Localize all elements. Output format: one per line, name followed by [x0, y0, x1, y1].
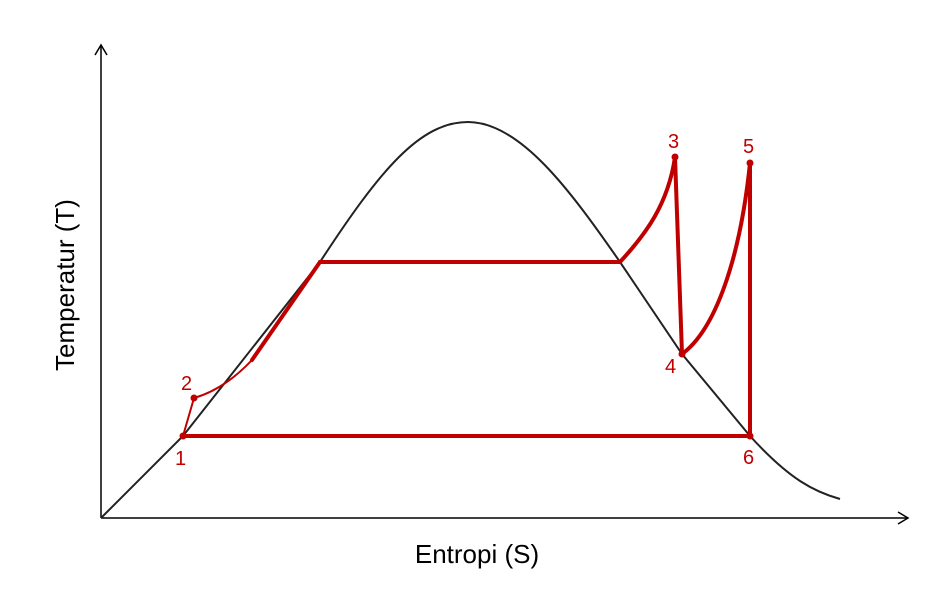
state-points: 1 2 3 4 5 6 — [175, 131, 754, 470]
point-2-label: 2 — [181, 373, 192, 395]
point-1-marker — [179, 432, 187, 440]
saturation-dome — [100, 120, 841, 519]
point-4-label: 4 — [665, 356, 676, 378]
y-axis-arrow — [94, 43, 108, 56]
y-axis-label: Temperatur (T) — [50, 199, 80, 371]
point-1-label: 1 — [175, 448, 186, 470]
point-2-marker — [190, 394, 198, 402]
x-axis-arrow — [897, 511, 910, 525]
point-3-marker — [671, 153, 679, 161]
cycle — [181, 155, 752, 438]
point-5-marker — [746, 159, 754, 167]
point-6-marker — [746, 432, 754, 440]
process-4-5 — [680, 161, 752, 356]
process-2-heat — [193, 359, 253, 399]
point-5-label: 5 — [743, 136, 754, 158]
point-4-marker — [678, 350, 686, 358]
axes — [94, 43, 910, 525]
point-6-label: 6 — [743, 447, 754, 469]
x-axis-label: Entropi (S) — [415, 539, 539, 569]
process-liquid-heating — [250, 260, 322, 362]
process-superheat-3 — [618, 155, 677, 264]
process-1-2 — [182, 397, 195, 437]
point-3-label: 3 — [668, 131, 679, 153]
process-3-4 — [673, 155, 684, 356]
